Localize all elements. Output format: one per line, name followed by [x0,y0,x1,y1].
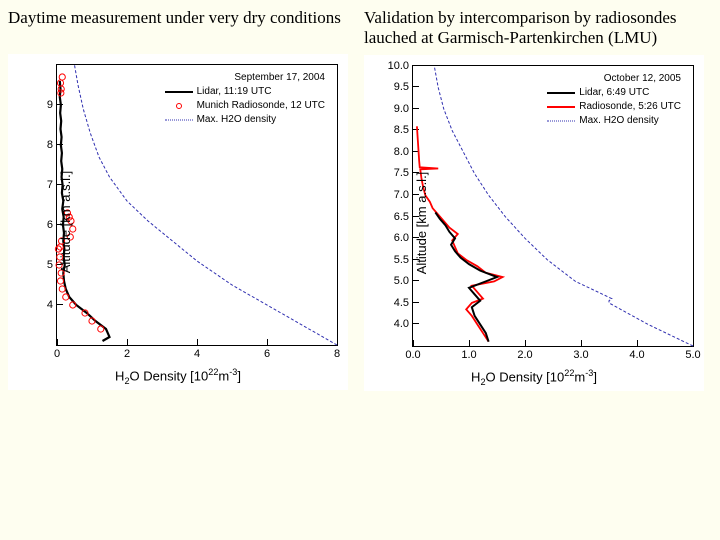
series-svg [413,66,693,346]
series-radiosonde [417,126,503,341]
x-tick-label: 2 [124,345,130,360]
x-tick-label: 0 [54,345,60,360]
y-tick-label: 4 [47,299,57,311]
x-tick-label: 2.0 [517,346,532,361]
y-tick-label: 6.0 [394,232,413,244]
right-x-axis-label: H2O Density [1022m-3] [364,368,704,387]
x-tick-label: 6 [264,345,270,360]
scatter-point [63,294,69,300]
y-tick-label: 4.5 [394,297,413,309]
x-tick-label: 1.0 [461,346,476,361]
y-tick-label: 5 [47,259,57,271]
y-tick-label: 5.5 [394,254,413,266]
y-tick-label: 8.5 [394,124,413,136]
x-tick-label: 3.0 [573,346,588,361]
y-tick-label: 5.0 [394,275,413,287]
y-tick-label: 6.5 [394,211,413,223]
y-tick-label: 8 [47,139,57,151]
left-plot-area: September 17, 2004Lidar, 11:19 UTCMunich… [56,64,338,346]
left-chart: September 17, 2004Lidar, 11:19 UTCMunich… [8,54,348,390]
scatter-point [59,286,65,292]
y-tick-label: 9.0 [394,103,413,115]
series-max-h2o [75,65,338,345]
y-tick-label: 4.0 [394,318,413,330]
right-panel: Validation by intercomparison by radioso… [364,0,712,391]
x-tick-label: 5.0 [685,346,700,361]
scatter-point [98,326,104,332]
right-y-axis-label: Altitude [km a.s.l.] [414,171,429,274]
right-caption: Validation by intercomparison by radioso… [364,0,712,55]
x-tick-label: 0.0 [405,346,420,361]
series-max-h2o [434,66,693,346]
left-y-axis-label: Altitude [km a.s.l.] [58,171,73,274]
left-x-axis-label: H2O Density [1022m-3] [8,367,348,386]
y-tick-label: 9.5 [394,81,413,93]
y-tick-label: 8.0 [394,146,413,158]
y-tick-label: 6 [47,219,57,231]
y-tick-label: 7.0 [394,189,413,201]
x-tick-label: 8 [334,345,340,360]
series-lidar [435,212,497,341]
left-panel: Daytime measurement under very dry condi… [8,0,356,390]
y-tick-label: 10.0 [388,60,413,72]
left-caption: Daytime measurement under very dry condi… [8,0,356,54]
y-tick-label: 9 [47,99,57,111]
scatter-point [59,74,65,80]
x-tick-label: 4 [194,345,200,360]
y-tick-label: 7 [47,179,57,191]
x-tick-label: 4.0 [629,346,644,361]
series-svg [57,65,337,345]
right-plot-area: October 12, 2005Lidar, 6:49 UTCRadiosond… [412,65,694,347]
right-chart: October 12, 2005Lidar, 6:49 UTCRadiosond… [364,55,704,391]
scatter-point [57,278,63,284]
y-tick-label: 7.5 [394,167,413,179]
